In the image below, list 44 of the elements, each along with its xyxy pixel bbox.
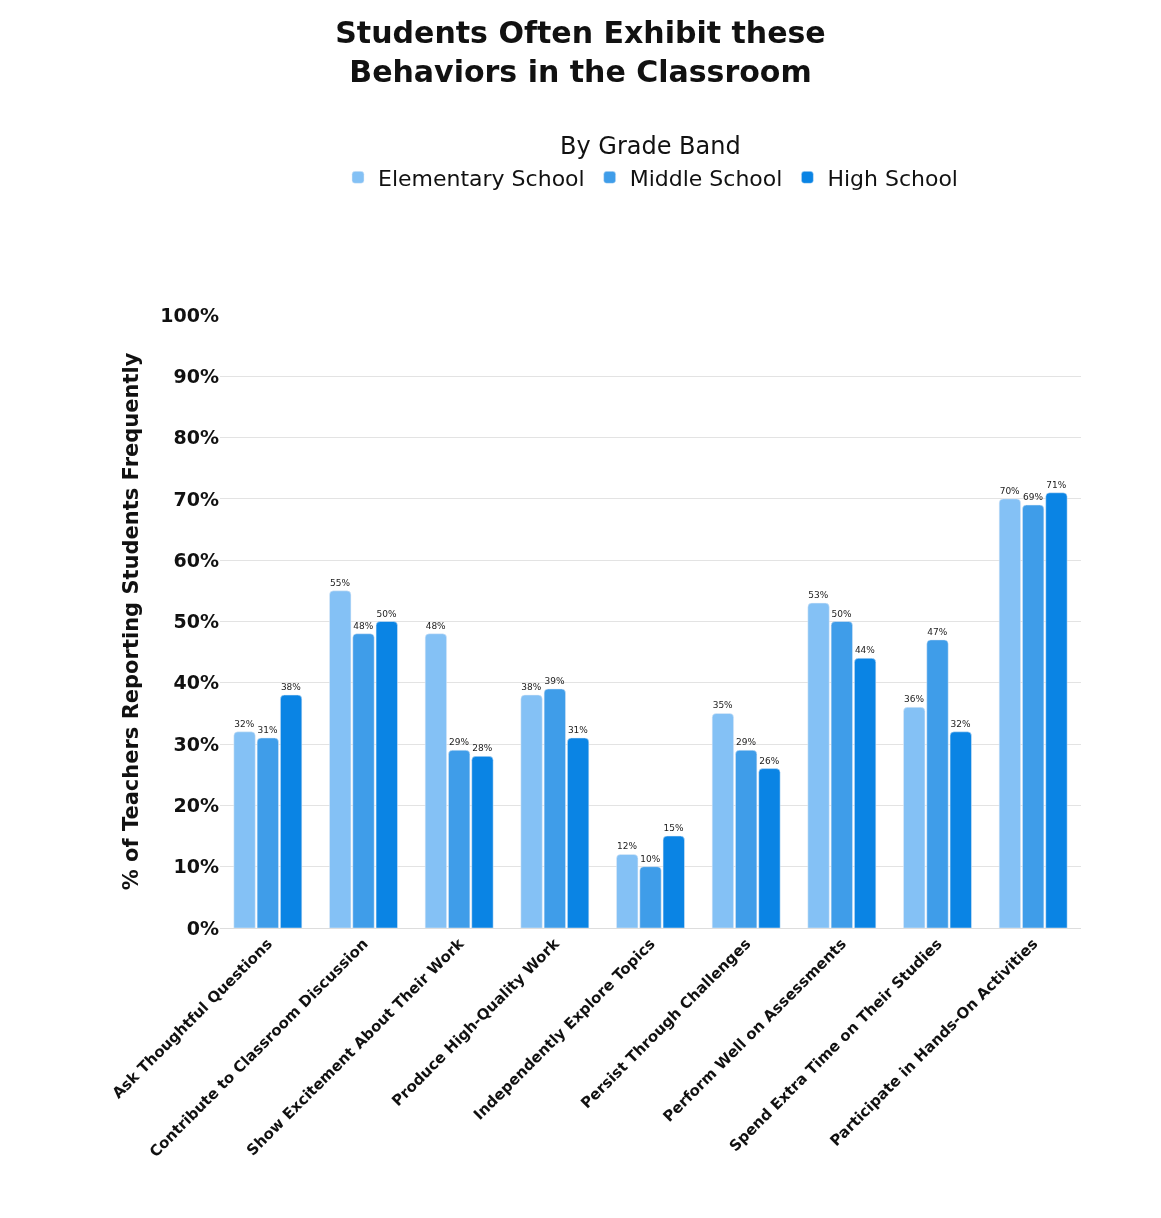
y-tick-label: 80% [173,426,219,449]
data-label: 36% [903,694,925,705]
data-label: 31% [257,724,279,735]
data-label: 55% [329,577,351,588]
data-label: 32% [950,718,972,729]
y-tick-label: 0% [186,916,219,939]
y-tick-label: 20% [173,794,219,817]
data-label: 31% [567,724,589,735]
data-label: 71% [1046,479,1067,490]
y-tick-label: 50% [173,610,219,633]
y-tick-label: 100% [160,303,219,326]
y-tick-label: 90% [173,364,219,387]
y-axis-title: % of Teachers Reporting Students Frequently [119,352,144,891]
data-label: 26% [759,755,780,766]
data-label: 50% [831,608,853,619]
data-label: 28% [472,743,493,754]
data-label: 29% [735,737,757,748]
legend-label: Elementary School [378,165,585,191]
data-label: 15% [663,823,685,834]
data-label: 48% [425,620,447,631]
y-tick-label: 40% [173,671,219,694]
data-label: 50% [376,608,398,619]
data-label: 12% [616,841,638,852]
data-label: 39% [544,675,566,686]
data-label: 69% [1022,492,1044,503]
legend-label: High School [827,165,958,191]
y-tick-label: 30% [173,732,219,755]
y-tick-label: 10% [173,855,219,878]
data-label: 29% [448,737,470,748]
data-label: 35% [712,700,734,711]
legend-label: Middle School [629,165,783,191]
data-label: 44% [854,645,876,656]
y-tick-label: 70% [173,487,219,510]
data-label: 53% [808,590,829,601]
y-tick-label: 60% [173,548,219,571]
data-label: 38% [521,682,542,693]
data-label: 10% [640,853,661,864]
data-label: 32% [234,718,255,729]
data-label: 38% [280,682,302,693]
data-label: 70% [999,485,1021,496]
data-label: 47% [927,626,948,637]
data-label: 48% [353,620,374,631]
chart-subtitle: By Grade Band [560,132,741,160]
chart-title: Students Often Exhibit these Behaviors in the Classroom [335,14,826,89]
